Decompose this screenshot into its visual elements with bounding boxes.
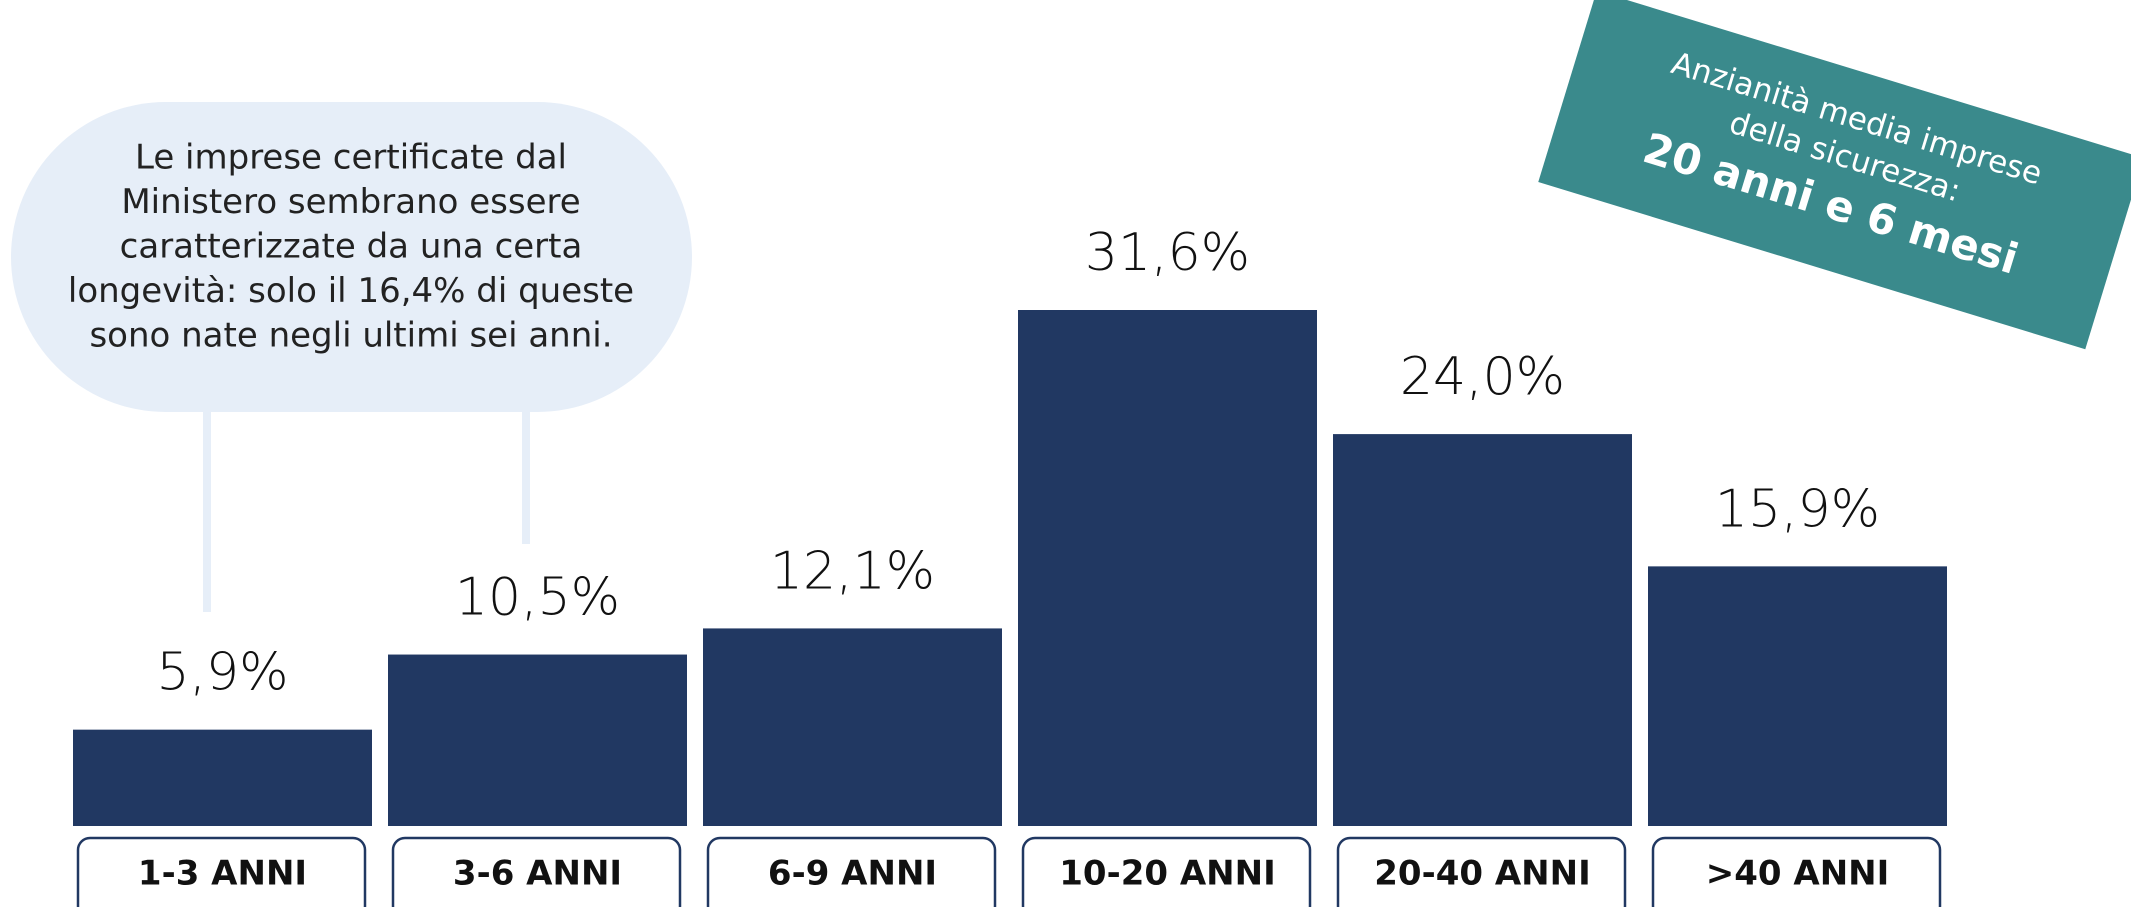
x-tick-label: 1-3 ANNI — [138, 854, 307, 894]
category-box — [1336, 836, 1627, 907]
callout-text: Le imprese certificate dal — [135, 138, 567, 178]
badge-box — [1538, 0, 2131, 350]
x-tick-label: 20-40 ANNI — [1374, 854, 1590, 894]
bar — [703, 628, 1002, 826]
category-box — [1651, 836, 1942, 907]
x-tick-label: >40 ANNI — [1706, 854, 1890, 894]
value-label: 24,0% — [1400, 347, 1565, 407]
x-tick-label: 3-6 ANNI — [453, 854, 622, 894]
category-box — [706, 836, 997, 907]
value-label: 12,1% — [770, 541, 935, 601]
category-box — [76, 836, 367, 907]
callout-bubble — [11, 102, 692, 412]
bar — [73, 729, 372, 826]
callout — [11, 102, 692, 612]
callout-text: sono nate negli ultimi sei anni. — [89, 316, 612, 356]
x-tick-label: 10-20 ANNI — [1059, 854, 1275, 894]
callout-text: longevità: solo il 16,4% di queste — [68, 271, 634, 311]
x-tick-label: 6-9 ANNI — [768, 854, 937, 894]
callout-stem — [203, 400, 211, 612]
value-label: 31,6% — [1085, 223, 1250, 283]
bar — [1333, 434, 1632, 826]
category-box — [1021, 836, 1312, 907]
callout-text: Ministero sembrano essere — [121, 182, 580, 222]
callout-text: caratterizzate da una certa — [120, 227, 583, 267]
callout-stem — [522, 400, 530, 544]
bar — [1648, 566, 1947, 826]
category-box — [391, 836, 682, 907]
value-label: 5,9% — [156, 643, 288, 703]
bar — [388, 654, 687, 826]
badge: Anzianità media imprese della sicurezza:… — [1538, 0, 2131, 350]
bar — [1018, 310, 1317, 826]
value-label: 15,9% — [1715, 479, 1880, 539]
value-label: 10,5% — [455, 568, 620, 628]
